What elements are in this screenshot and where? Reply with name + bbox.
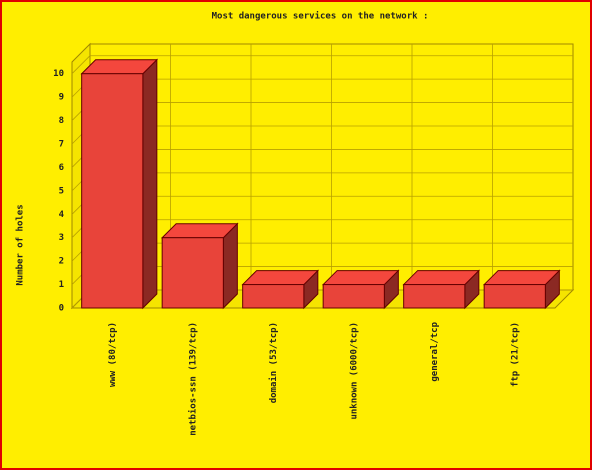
y-tick-label: 4 — [59, 210, 65, 220]
x-tick-label: unknown (6000/tcp) — [349, 322, 359, 420]
bar-side — [222, 222, 238, 310]
y-tick-label: 6 — [59, 163, 64, 173]
y-tick-label: 0 — [59, 304, 64, 314]
bar — [81, 73, 144, 309]
y-tick-label: 8 — [59, 116, 64, 126]
y-tick-label: 9 — [59, 93, 64, 103]
x-tick-label: domain (53/tcp) — [268, 322, 279, 403]
y-tick-label: 2 — [59, 257, 64, 267]
grid-line — [71, 55, 91, 74]
x-tick-label: general/tcp — [430, 321, 440, 381]
y-tick-label: 10 — [53, 69, 64, 79]
x-tick-label: ftp (21/tcp) — [510, 322, 520, 387]
bar-top — [80, 59, 159, 75]
y-axis-label: Number of holes — [16, 204, 26, 285]
bar — [483, 284, 546, 309]
bar — [403, 284, 466, 309]
y-tick-label: 5 — [59, 186, 64, 196]
bar-top — [321, 270, 400, 286]
y-tick-label: 1 — [59, 280, 64, 290]
x-tick-label: netbios-ssn (139/tcp) — [187, 322, 198, 436]
bar — [242, 284, 305, 309]
y-tick-label: 7 — [59, 140, 64, 150]
y-tick-label: 3 — [59, 233, 64, 243]
bar-top — [160, 223, 239, 239]
bar-top — [402, 270, 481, 286]
bar-top — [482, 270, 561, 286]
bar-side — [142, 58, 158, 310]
chart-title: Most dangerous services on the network : — [212, 11, 429, 22]
x-tick-label: www (80/tcp) — [108, 322, 118, 387]
bar — [161, 237, 224, 309]
bar-top — [241, 270, 320, 286]
bar — [322, 284, 385, 309]
